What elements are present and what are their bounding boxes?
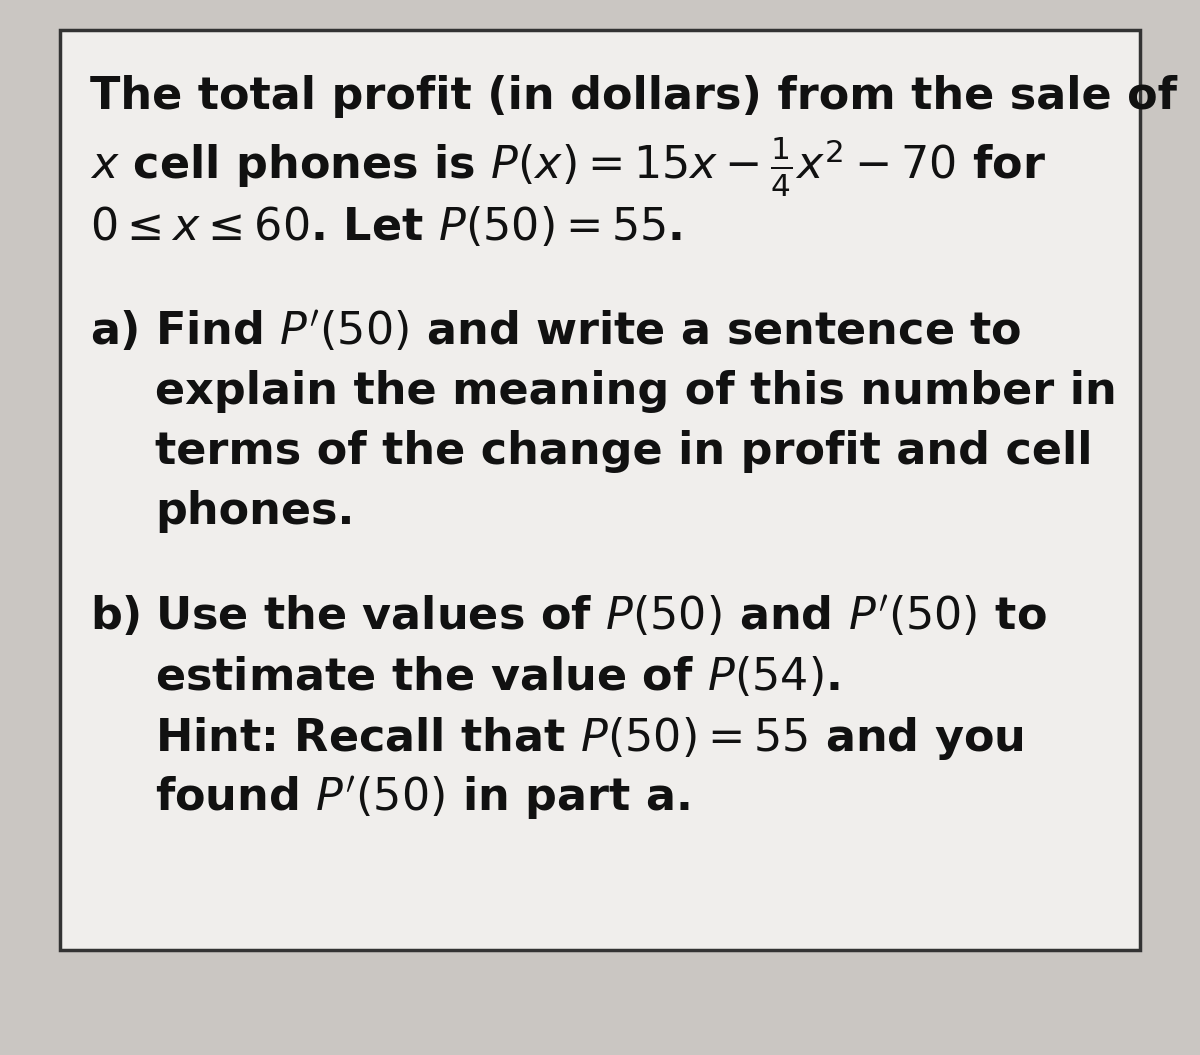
Text: found $P'(50)$ in part a.: found $P'(50)$ in part a. (155, 775, 690, 822)
Text: phones.: phones. (155, 490, 354, 533)
Text: terms of the change in profit and cell: terms of the change in profit and cell (155, 430, 1092, 473)
Bar (60, 30, 1140, 950)
Text: The total profit (in dollars) from the sale of: The total profit (in dollars) from the s… (90, 75, 1177, 118)
Text: Use the values of $P(50)$ and $P'(50)$ to: Use the values of $P(50)$ and $P'(50)$ t… (155, 595, 1046, 639)
Text: Find $P'(50)$ and write a sentence to: Find $P'(50)$ and write a sentence to (155, 310, 1021, 354)
Text: a): a) (90, 310, 140, 353)
Text: b): b) (90, 595, 143, 638)
Text: explain the meaning of this number in: explain the meaning of this number in (155, 370, 1117, 413)
Text: Hint: Recall that $P(50) = 55$ and you: Hint: Recall that $P(50) = 55$ and you (155, 715, 1024, 762)
Text: estimate the value of $P(54)$.: estimate the value of $P(54)$. (155, 655, 840, 699)
Text: $x$ cell phones is $P(x) = 15x - \frac{1}{4}x^2 - 70$ for: $x$ cell phones is $P(x) = 15x - \frac{1… (90, 135, 1046, 199)
Text: $0 \leq x \leq 60$. Let $P(50) = 55$.: $0 \leq x \leq 60$. Let $P(50) = 55$. (90, 205, 682, 249)
